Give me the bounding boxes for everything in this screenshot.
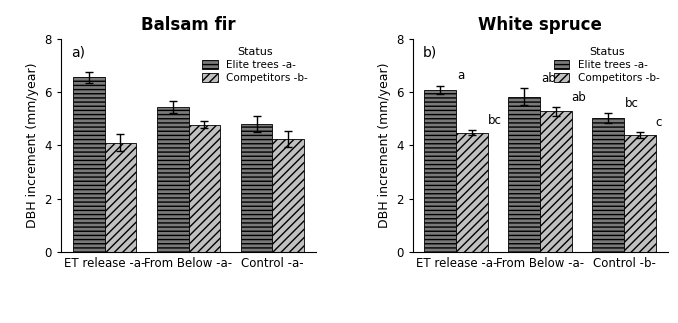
Text: ab: ab	[541, 72, 556, 85]
Bar	[73, 78, 104, 252]
Text: a): a)	[71, 45, 85, 59]
Bar	[540, 111, 572, 252]
Text: bc: bc	[625, 97, 639, 109]
Title: White spruce: White spruce	[479, 16, 602, 35]
Bar	[104, 143, 136, 252]
Title: Balsam fir: Balsam fir	[141, 16, 236, 35]
Bar	[593, 118, 624, 252]
Text: c: c	[656, 116, 662, 129]
Legend: Elite trees -a-, Competitors -b-: Elite trees -a-, Competitors -b-	[199, 44, 311, 87]
Text: bc: bc	[487, 114, 502, 127]
Bar	[624, 135, 656, 252]
Text: ab: ab	[572, 91, 586, 104]
Bar	[241, 124, 273, 252]
Bar	[424, 90, 456, 252]
Bar	[157, 107, 188, 252]
Bar	[273, 140, 304, 252]
Y-axis label: DBH increment (mm/year): DBH increment (mm/year)	[378, 63, 391, 228]
Y-axis label: DBH increment (mm/year): DBH increment (mm/year)	[26, 63, 39, 228]
Bar	[456, 132, 488, 252]
Legend: Elite trees -a-, Competitors -b-: Elite trees -a-, Competitors -b-	[551, 44, 662, 87]
Bar	[508, 97, 540, 252]
Text: a: a	[457, 69, 464, 82]
Bar	[188, 125, 220, 252]
Text: b): b)	[423, 45, 437, 59]
